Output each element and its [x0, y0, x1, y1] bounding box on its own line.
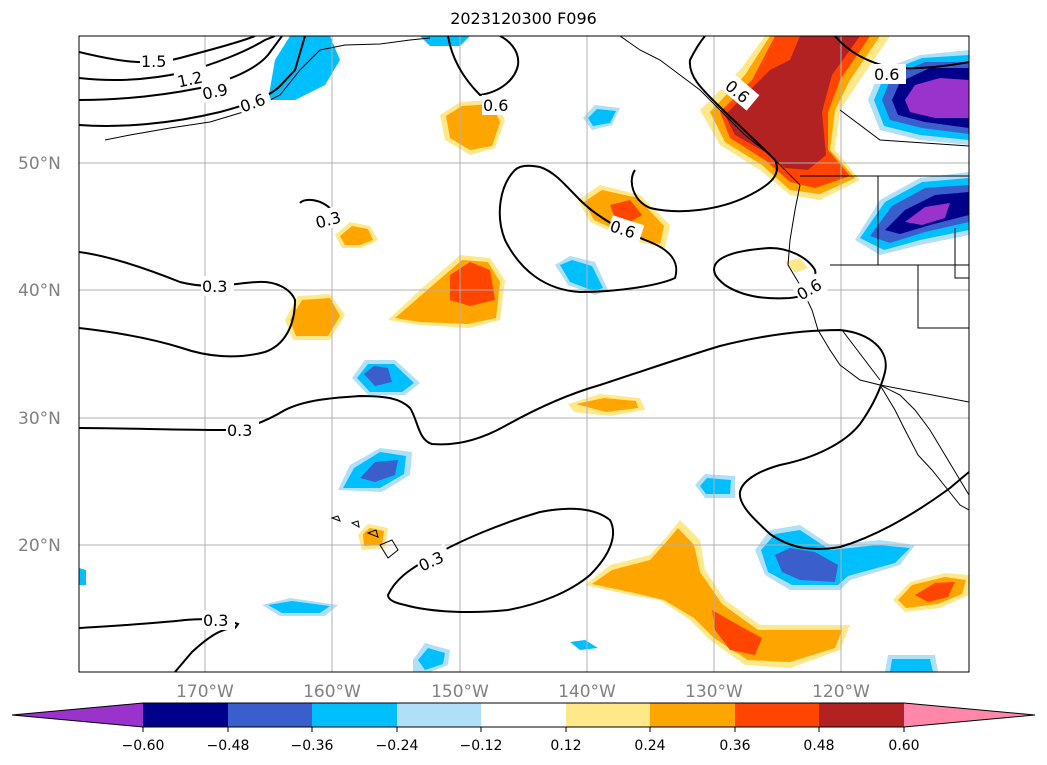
baja-coast: [879, 384, 969, 511]
positive-anomaly-c3: [450, 262, 495, 306]
hawaii-big-island: [379, 539, 399, 559]
colorbar-segment-5: [481, 703, 566, 727]
positive-anomaly-e2: [340, 226, 373, 245]
contour-label-group: 1.5 1.2 0.9 0.6 0.6 0.6 0.6 0.6 0.6 0.3 …: [140, 50, 906, 630]
lon-label-140: 140°W: [558, 682, 616, 702]
hawaii-kauai: [330, 515, 341, 522]
colorbar-label: 0.60: [888, 738, 919, 754]
hawaii-oahu: [350, 520, 360, 528]
negative-anomaly-east-5: [905, 78, 969, 118]
negative-anomaly-p3: [775, 548, 838, 582]
latitude-labels: 50°N 40°N 30°N 20°N: [18, 154, 61, 556]
colorbar-label: 0.12: [550, 738, 581, 754]
contour-label-0-9: 0.9: [201, 80, 230, 104]
positive-anomaly-h3: [712, 610, 762, 655]
map-border: [78, 35, 970, 673]
negative-anomaly-l3: [360, 460, 398, 482]
lon-label-160: 160°W: [303, 682, 361, 702]
colorbar-label: −0.48: [207, 738, 250, 754]
colorbar-segment-1: [143, 703, 228, 727]
contour-0-6-ne: [630, 36, 778, 213]
negative-anomaly-s2: [890, 659, 933, 672]
colorbar-high-extension: [904, 703, 1035, 727]
negative-anomaly-k3: [364, 366, 392, 386]
colorbar-segment-8: [735, 703, 819, 727]
positive-anomaly-b3: [610, 200, 642, 222]
contour-1-5: [79, 36, 256, 64]
positive-anomaly-bc-max: [725, 36, 860, 170]
contour-label-0-3-main: 0.3: [227, 421, 252, 440]
colorbar-segment-4: [397, 703, 481, 727]
hawaii-maui: [366, 529, 379, 538]
contour-label-0-6-north: 0.6: [483, 96, 508, 115]
colorbar-label: −0.36: [291, 738, 334, 754]
colorbar-label: −0.12: [460, 738, 503, 754]
graticule: [79, 36, 969, 672]
lon-label-120: 120°W: [812, 682, 870, 702]
positive-anomaly-h2: [592, 528, 842, 662]
lon-label-130: 130°W: [685, 682, 743, 702]
alaska-coast: [104, 37, 431, 141]
contour-label-1-2: 1.2: [176, 68, 205, 92]
negative-anomaly-t: [79, 568, 86, 585]
negative-anomaly-m2: [560, 260, 603, 291]
negative-anomaly-east-b5: [905, 203, 950, 225]
map-title: 2023120300 F096: [450, 9, 597, 28]
negative-anomaly-q2: [268, 601, 330, 613]
lat-label-20: 20°N: [18, 536, 61, 556]
colorbar: −0.60 −0.48 −0.36 −0.24 −0.12 0.12 0.24 …: [11, 702, 1036, 754]
contour-0-6-north: [447, 36, 520, 97]
colorbar-label: −0.24: [376, 738, 419, 754]
negative-anomaly-u: [570, 640, 598, 650]
positive-anomaly-f2: [576, 398, 638, 412]
colorbar-label: 0.24: [634, 738, 665, 754]
contour-label-0-6-west: 0.3: [202, 277, 227, 296]
contour-label-0-6-ne-b: 0.6: [874, 65, 899, 84]
colorbar-segment-7: [650, 703, 735, 727]
contour-0-6-center: [498, 164, 678, 294]
lon-label-170: 170°W: [176, 682, 234, 702]
lon-label-150: 150°W: [431, 682, 489, 702]
contour-0-6-west: [79, 251, 297, 358]
contour-0-3-main: [79, 328, 969, 550]
colorbar-ticks: [142, 727, 905, 732]
negative-anomaly-north: [420, 36, 470, 46]
negative-anomaly-alaska: [268, 36, 340, 100]
colorbar-label: −0.60: [122, 738, 165, 754]
colorbar-segment-6: [566, 703, 650, 727]
negative-anomaly-r2: [418, 648, 445, 670]
contour-0-6-nw: [79, 36, 306, 127]
longitude-labels: 170°W 160°W 150°W 140°W 130°W 120°W: [176, 682, 870, 702]
positive-anomaly-j: [785, 258, 808, 273]
lat-label-40: 40°N: [18, 281, 61, 301]
state-border-5: [954, 228, 969, 279]
state-border-6: [839, 109, 969, 147]
us-west-coast: [787, 184, 969, 496]
contour-0-3-south: [386, 507, 615, 614]
lat-label-50: 50°N: [18, 154, 61, 174]
alaska-panhandle-coast: [619, 36, 801, 186]
state-border-4: [841, 329, 881, 381]
negative-anomaly-n2: [588, 109, 616, 126]
colorbar-segment-3: [312, 703, 397, 727]
contour-label-0-3-sw: 0.3: [203, 611, 228, 630]
positive-anomaly-d2: [290, 298, 340, 336]
state-border-3: [917, 265, 969, 329]
coastlines: [104, 36, 969, 559]
mexico-border: [879, 384, 969, 403]
contour-0-9: [79, 36, 283, 101]
colorbar-segment-2: [228, 703, 312, 727]
contour-label-1-5: 1.5: [141, 52, 166, 71]
lat-label-30: 30°N: [18, 409, 61, 429]
colorbar-low-extension: [12, 703, 143, 727]
positive-anomaly-i3: [915, 582, 955, 602]
negative-anomaly-o2: [700, 478, 731, 494]
contour-lines: [79, 36, 969, 672]
colorbar-label: 0.48: [803, 738, 834, 754]
colorbar-label: 0.36: [719, 738, 750, 754]
colorbar-segment-9: [819, 703, 904, 727]
